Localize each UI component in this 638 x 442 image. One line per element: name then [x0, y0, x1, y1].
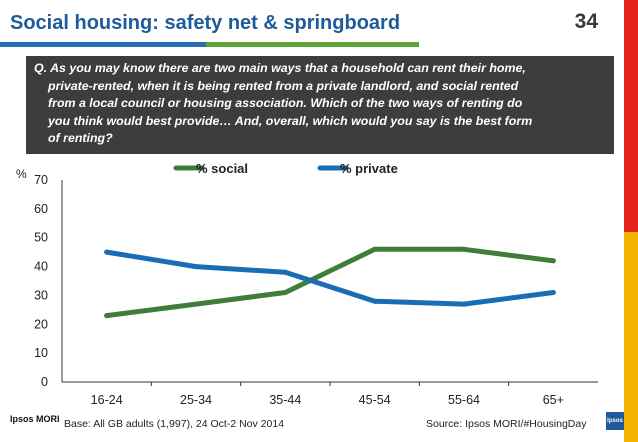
x-tick-label: 55-64 — [448, 393, 480, 407]
question-line: private-rented, when it is being rented … — [48, 78, 519, 93]
legend-label: % private — [340, 161, 398, 176]
data-point — [193, 301, 199, 307]
data-point — [282, 290, 288, 296]
y-tick-label: 20 — [34, 317, 48, 331]
y-tick-label: 40 — [34, 260, 48, 274]
slide-title: Social housing: safety net & springboard — [10, 12, 401, 34]
x-tick-label: 65+ — [543, 393, 564, 407]
question-line: Q. As you may know there are two main wa… — [34, 61, 526, 75]
data-point — [550, 290, 556, 296]
x-axis-ticks: 16-24 25-34 35-44 45-54 55-64 65+ — [91, 382, 564, 407]
data-point — [372, 246, 378, 252]
side-bar-red — [624, 0, 638, 232]
chart-legend: % social % private — [173, 161, 398, 176]
ipsos-logo-text: Ipsos MORI — [10, 414, 60, 424]
base-note: Base: All GB adults (1,997), 24 Oct-2 No… — [64, 418, 285, 430]
y-tick-label: 10 — [34, 346, 48, 360]
title-rule-green — [206, 42, 419, 47]
question-line: you think would best provide… And, overa… — [48, 113, 533, 128]
data-point — [104, 249, 110, 255]
x-tick-label: 16-24 — [91, 393, 123, 407]
x-tick-label: 45-54 — [359, 393, 391, 407]
source-note: Source: Ipsos MORI/#HousingDay — [426, 418, 587, 430]
data-point — [282, 269, 288, 275]
question-box: Q. As you may know there are two main wa… — [26, 56, 614, 154]
data-point — [372, 298, 378, 304]
data-point — [461, 301, 467, 307]
question-line: from a local council or housing associat… — [48, 96, 523, 111]
y-tick-label: 0 — [41, 375, 48, 389]
series-line — [104, 246, 556, 319]
data-point — [104, 313, 110, 319]
y-tick-label: 30 — [34, 288, 48, 302]
y-axis-ticks: 0 10 20 30 40 50 60 70 — [34, 173, 48, 389]
data-point — [550, 258, 556, 264]
page-number: 34 — [574, 10, 598, 33]
series-line — [104, 249, 556, 307]
series-lines — [104, 246, 556, 319]
side-bar-yellow — [624, 232, 638, 442]
data-point — [461, 246, 467, 252]
data-point — [193, 264, 199, 270]
line-chart: % social % private % 0 10 20 30 40 50 60 70 16-2… — [16, 161, 598, 407]
y-tick-label: 70 — [34, 173, 48, 187]
x-tick-label: 25-34 — [180, 393, 212, 407]
ipsos-badge: Ipsos — [606, 412, 624, 430]
question-line: of renting? — [48, 131, 113, 146]
x-tick-label: 35-44 — [269, 393, 301, 407]
title-rule-blue — [0, 42, 206, 47]
y-tick-label: 60 — [34, 202, 48, 216]
y-axis-label: % — [16, 167, 27, 181]
legend-label: % social — [196, 161, 248, 176]
y-tick-label: 50 — [34, 231, 48, 245]
